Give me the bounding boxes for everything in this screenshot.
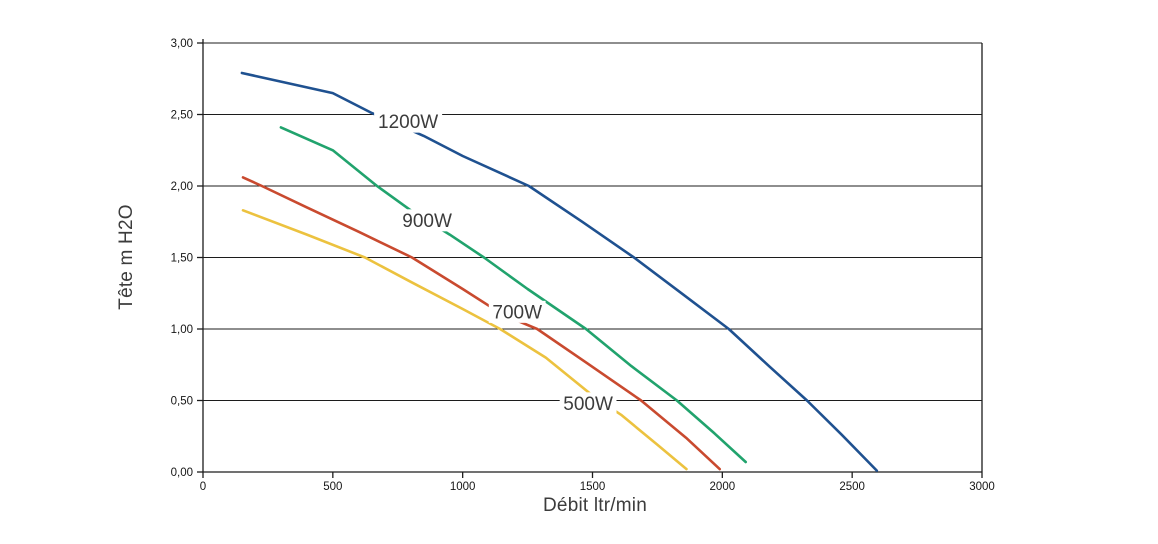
curve-1200W bbox=[240, 71, 879, 472]
x-tick-label-3000: 3000 bbox=[969, 481, 995, 493]
series-label-mask-1200W bbox=[374, 110, 443, 133]
y-tick-label-0,00: 0,00 bbox=[171, 467, 193, 479]
y-axis-title: Tête m H2O bbox=[116, 204, 137, 310]
x-axis-title: Débit ltr/min bbox=[543, 495, 647, 516]
x-tick-label-1500: 1500 bbox=[580, 481, 606, 493]
curve-500W bbox=[241, 209, 688, 471]
series-label-mask-700W bbox=[488, 300, 546, 323]
x-tick-label-2000: 2000 bbox=[710, 481, 736, 493]
series-label-mask-900W bbox=[398, 209, 456, 232]
y-tick-label-1,00: 1,00 bbox=[171, 324, 193, 336]
x-tick-label-0: 0 bbox=[200, 481, 206, 493]
x-tick-label-500: 500 bbox=[323, 481, 342, 493]
series-label-500W: 500W bbox=[563, 394, 613, 415]
y-tick-label-2,50: 2,50 bbox=[171, 110, 193, 122]
y-tick-label-3,00: 3,00 bbox=[171, 38, 193, 50]
curve-700W bbox=[241, 176, 722, 471]
x-tick-label-1000: 1000 bbox=[450, 481, 476, 493]
series-label-mask-500W bbox=[559, 392, 617, 415]
y-tick-label-0,50: 0,50 bbox=[171, 396, 193, 408]
series-label-1200W: 1200W bbox=[378, 112, 438, 133]
series-label-700W: 700W bbox=[492, 302, 542, 323]
curve-900W bbox=[279, 126, 748, 464]
y-tick-label-2,00: 2,00 bbox=[171, 181, 193, 193]
x-tick-label-2500: 2500 bbox=[839, 481, 865, 493]
y-tick-label-1,50: 1,50 bbox=[171, 253, 193, 265]
series-label-900W: 900W bbox=[402, 211, 452, 232]
